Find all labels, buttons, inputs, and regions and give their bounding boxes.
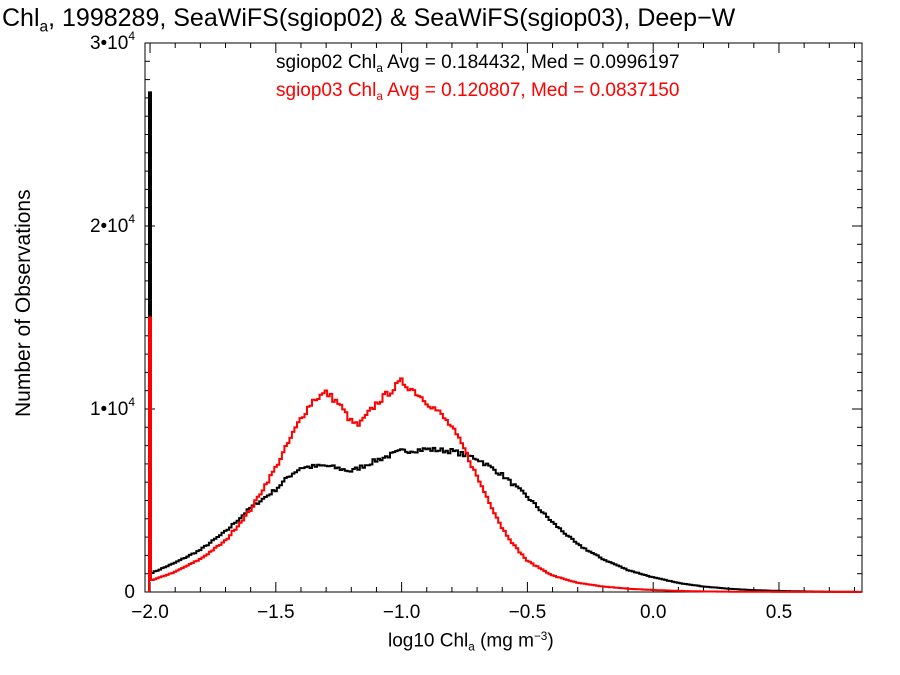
stats-sgiop02: sgiop02 Chla Avg = 0.184432, Med = 0.099… [276,52,680,76]
y-tick-label: 1•104 [90,395,135,420]
x-tick-label: −1.0 [383,602,421,623]
stats-sgiop03: sgiop03 Chla Avg = 0.120807, Med = 0.083… [276,80,680,104]
x-tick-label: −1.5 [257,602,295,623]
x-tick-label: 0.5 [766,602,792,623]
chart-title: Chla, 1998289, SeaWiFS(sgiop02) & SeaWiF… [2,4,736,36]
series-line-sgiop02 [148,91,862,593]
x-tick-label: 0.0 [640,602,666,623]
x-axis-label: log10 Chla (mg m−3) [388,630,554,654]
series-line-sgiop03 [148,316,862,593]
y-tick-label: 3•104 [90,29,135,54]
x-tick-label: −2.0 [131,602,169,623]
y-tick-label: 0 [124,582,135,603]
y-tick-label: 2•104 [90,212,135,237]
y-axis-label: Number of Observations [12,189,35,417]
x-tick-label: −0.5 [509,602,547,623]
